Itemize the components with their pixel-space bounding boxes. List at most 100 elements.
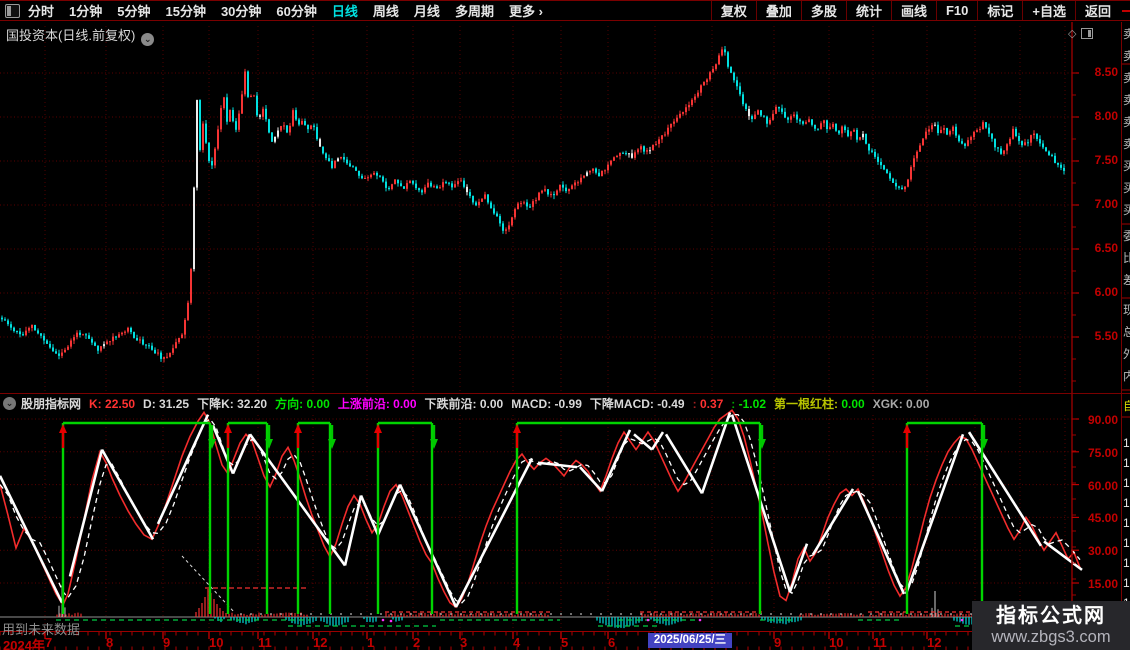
strip-glyph: 内 (1123, 370, 1130, 383)
month-label: 3 (460, 635, 468, 650)
selected-date-badge: 2025/06/25/三 (648, 633, 732, 648)
chart-title: 国投资本(日线.前复权) ⌄ (6, 25, 155, 46)
month-label: 5 (561, 635, 569, 650)
toolbar-button[interactable]: 画线 (890, 1, 936, 20)
month-label: 2 (413, 635, 421, 650)
strip-glyph: 1 (1123, 497, 1130, 510)
strip-glyph: 买 (1123, 160, 1130, 173)
month-label: 6 (608, 635, 616, 650)
price-tick-label: 7.50 (1094, 153, 1118, 167)
price-tick-label: 8.00 (1094, 109, 1118, 123)
strip-glyph: 买 (1123, 204, 1130, 217)
period-tab[interactable]: 30分钟 (220, 4, 262, 19)
month-label: 10 (829, 635, 844, 650)
indicator-tick-label: 90.00 (1087, 413, 1118, 427)
indicator-tick-label: 15.00 (1087, 577, 1118, 591)
toolbar-button[interactable]: 标记 (977, 1, 1022, 20)
panel-window-icon[interactable] (1081, 28, 1094, 39)
indicator-field: 第一根红柱: 0.00 (774, 397, 865, 411)
strip-glyph: 卖 (1123, 28, 1130, 41)
strip-glyph: 1 (1123, 517, 1130, 530)
indicator-field: K: 22.50 (89, 397, 136, 411)
diamond-icon[interactable]: ◇ (1068, 28, 1077, 40)
strip-glyph: 委 (1123, 230, 1130, 243)
strip-glyph: 1 (1123, 577, 1130, 590)
future-data-note: 用到未来数据 (2, 622, 81, 637)
window-layout-icon[interactable] (5, 3, 20, 18)
indicator-tick-label: 45.00 (1087, 511, 1118, 526)
indicator-field: MACD: -0.99 (511, 397, 582, 411)
period-tab[interactable]: 分时 (28, 4, 55, 19)
indicator-field: 下降K: 32.20 (197, 397, 268, 411)
month-label: 11 (873, 635, 887, 650)
period-tab[interactable]: 15分钟 (165, 4, 206, 19)
indicator-tick-label: 75.00 (1087, 445, 1118, 460)
toolbar-button[interactable]: 返回 (1074, 1, 1120, 20)
price-tick-label: 7.00 (1094, 197, 1118, 211)
collapse-chevron-icon[interactable]: ⌄ (141, 33, 155, 46)
toolbar-button[interactable]: 复权 (710, 1, 756, 20)
indicator-tick-label: 30.00 (1087, 544, 1118, 559)
month-label: 4 (513, 635, 521, 650)
indicator-field: 下跌前沿: 0.00 (424, 397, 504, 411)
toolbar-button[interactable]: 多股 (800, 1, 846, 20)
month-label: 10 (209, 635, 224, 650)
toolbar-button[interactable]: F10 (935, 1, 977, 20)
period-tab[interactable]: 日线 (331, 4, 358, 19)
period-tab[interactable]: 更多 › (508, 4, 543, 19)
strip-glyph: 1 (1123, 457, 1130, 470)
month-label: 8 (106, 635, 114, 650)
strip-glyph: 卖 (1123, 50, 1130, 63)
watermark-site-name: 指标公式网 (996, 605, 1106, 627)
price-tick-label: 8.50 (1094, 65, 1118, 79)
month-label: 11 (258, 635, 272, 650)
month-label: 12 (927, 635, 942, 650)
strip-glyph: 比 (1123, 252, 1130, 265)
watermark: 指标公式网 www.zbgs3.com (972, 601, 1130, 650)
month-label: 7 (45, 635, 53, 650)
period-tab[interactable]: 多周期 (454, 4, 494, 19)
watermark-site-url: www.zbgs3.com (991, 628, 1111, 646)
indicator-field: D: 31.25 (143, 397, 190, 411)
symbol-title: 国投资本(日线.前复权) (6, 28, 136, 43)
toolbar-actions: 复权 叠加 多股 统计 画线 F10 标记 +自选 返回 (710, 1, 1120, 20)
indicator-name[interactable]: 股朋指标网 (21, 397, 82, 411)
price-tick-label: 6.00 (1094, 285, 1118, 299)
month-label: 12 (313, 635, 328, 650)
strip-glyph: 1 (1123, 477, 1130, 490)
strip-glyph: 卖 (1123, 116, 1130, 129)
month-label: 9 (163, 635, 171, 650)
month-label: 1 (367, 635, 375, 650)
indicator-values: K: 22.50 D: 31.25 下降K: 32.20 方向: 0.00 上涨前沿: … (89, 395, 937, 412)
strip-glyph: 总 (1123, 326, 1130, 339)
top-toolbar: 分时 1分钟 5分钟 15分钟 30分钟 60分钟 日线 周线 月线 多周期 更多 › 复权 叠加 多股… (0, 0, 1130, 21)
strip-glyph: 卖 (1123, 138, 1130, 151)
toolbar-clipped-button[interactable] (1122, 9, 1130, 12)
price-tick-label: 5.50 (1094, 329, 1118, 343)
period-tab[interactable]: 1分钟 (69, 4, 103, 19)
strip-glyph: 外 (1123, 348, 1130, 361)
indicator-field: 方向: 0.00 (275, 397, 330, 411)
right-vertical-strip[interactable]: 卖卖卖卖卖卖买买买委比差现总外内自111111111 (1122, 22, 1130, 601)
toolbar-button[interactable]: +自选 (1022, 1, 1075, 20)
strip-glyph: 卖 (1123, 94, 1130, 107)
strip-glyph: 买 (1123, 182, 1130, 195)
toolbar-button[interactable]: 统计 (845, 1, 891, 20)
strip-glyph: 1 (1123, 437, 1130, 450)
price-tick-label: 6.50 (1094, 241, 1118, 255)
indicator-field: 上涨前沿: 0.00 (337, 397, 417, 411)
period-tab[interactable]: 60分钟 (276, 4, 317, 19)
indicator-collapse-icon[interactable]: ⌄ (3, 397, 16, 410)
toolbar-button[interactable]: 叠加 (755, 1, 801, 20)
strip-glyph: 差 (1123, 274, 1130, 287)
strip-glyph: 现 (1123, 304, 1130, 317)
strip-glyph: 1 (1123, 537, 1130, 550)
month-label: 9 (774, 635, 782, 650)
indicator-tick-label: 60.00 (1087, 478, 1118, 493)
period-tab[interactable]: 5分钟 (117, 4, 151, 19)
period-tab[interactable]: 周线 (372, 4, 399, 19)
period-tab[interactable]: 月线 (413, 4, 440, 19)
indicator-field: 下降MACD: -0.49 (589, 397, 685, 411)
